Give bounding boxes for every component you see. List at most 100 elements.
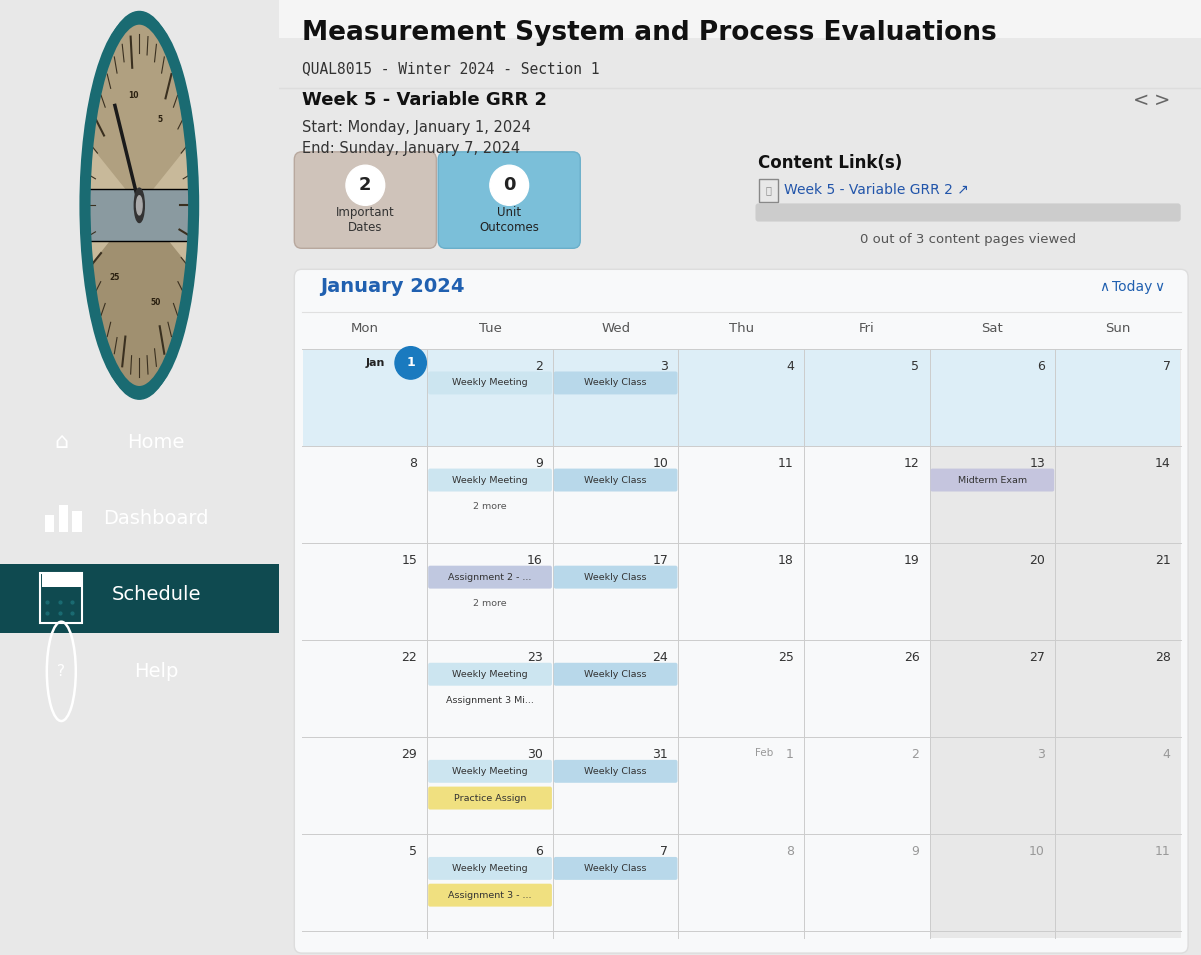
FancyBboxPatch shape <box>59 505 68 532</box>
FancyBboxPatch shape <box>429 857 552 880</box>
Text: 4: 4 <box>1163 749 1171 761</box>
Text: Today: Today <box>1112 280 1152 293</box>
Text: 18: 18 <box>778 554 794 567</box>
FancyBboxPatch shape <box>554 857 677 880</box>
FancyBboxPatch shape <box>0 564 279 633</box>
FancyBboxPatch shape <box>294 152 436 248</box>
Text: <: < <box>1133 91 1149 110</box>
Text: 2: 2 <box>359 177 371 194</box>
Text: 1: 1 <box>785 749 794 761</box>
FancyBboxPatch shape <box>429 565 552 588</box>
Text: 29: 29 <box>401 749 417 761</box>
Text: Start: Monday, January 1, 2024: Start: Monday, January 1, 2024 <box>301 120 531 136</box>
Text: 17: 17 <box>652 554 668 567</box>
Text: 6: 6 <box>1038 360 1045 373</box>
Text: 26: 26 <box>903 651 920 665</box>
Text: 10: 10 <box>652 457 668 470</box>
Text: 11: 11 <box>778 457 794 470</box>
Text: 23: 23 <box>527 651 543 665</box>
Text: Practice Assign: Practice Assign <box>454 794 526 802</box>
Text: Weekly Meeting: Weekly Meeting <box>453 767 528 775</box>
Wedge shape <box>88 205 191 392</box>
Circle shape <box>135 188 144 223</box>
Text: End: Sunday, January 7, 2024: End: Sunday, January 7, 2024 <box>301 141 520 157</box>
FancyBboxPatch shape <box>42 573 80 587</box>
Text: 0 out of 3 content pages viewed: 0 out of 3 content pages viewed <box>860 233 1076 246</box>
Text: 10: 10 <box>1029 845 1045 859</box>
Text: Weekly Class: Weekly Class <box>585 767 647 775</box>
Text: 2 more: 2 more <box>473 502 507 511</box>
Text: 5: 5 <box>157 116 163 124</box>
Circle shape <box>395 347 426 379</box>
Text: 8: 8 <box>785 845 794 859</box>
Text: 1: 1 <box>406 356 416 370</box>
Text: 6: 6 <box>534 845 543 859</box>
FancyBboxPatch shape <box>429 469 552 492</box>
Text: 7: 7 <box>661 845 668 859</box>
FancyBboxPatch shape <box>429 663 552 686</box>
Text: Weekly Class: Weekly Class <box>585 669 647 679</box>
Text: Dashboard: Dashboard <box>103 509 209 528</box>
Text: QUAL8015 - Winter 2024 - Section 1: QUAL8015 - Winter 2024 - Section 1 <box>301 61 599 76</box>
Text: 7: 7 <box>1163 360 1171 373</box>
FancyBboxPatch shape <box>429 760 552 783</box>
Text: Week 5 - Variable GRR 2: Week 5 - Variable GRR 2 <box>301 92 546 109</box>
FancyBboxPatch shape <box>429 883 552 906</box>
Text: Fri: Fri <box>859 322 874 335</box>
Circle shape <box>490 165 528 205</box>
Text: 📄: 📄 <box>765 185 771 195</box>
Text: ?: ? <box>58 664 65 679</box>
Text: 14: 14 <box>1155 457 1171 470</box>
Text: January 2024: January 2024 <box>321 277 465 296</box>
FancyBboxPatch shape <box>755 203 1181 222</box>
Text: 8: 8 <box>410 457 417 470</box>
FancyBboxPatch shape <box>303 349 1179 446</box>
Text: 12: 12 <box>903 457 920 470</box>
Text: 28: 28 <box>1154 651 1171 665</box>
Text: ⌂: ⌂ <box>54 433 68 452</box>
Text: Weekly Meeting: Weekly Meeting <box>453 864 528 873</box>
Text: 9: 9 <box>912 845 920 859</box>
Circle shape <box>137 196 142 215</box>
Text: 25: 25 <box>109 272 120 282</box>
FancyBboxPatch shape <box>72 511 82 532</box>
Text: 4: 4 <box>785 360 794 373</box>
Text: 24: 24 <box>652 651 668 665</box>
FancyBboxPatch shape <box>85 188 193 241</box>
Text: Weekly Meeting: Weekly Meeting <box>453 476 528 484</box>
Text: 15: 15 <box>401 554 417 567</box>
Text: 3: 3 <box>661 360 668 373</box>
Text: Sun: Sun <box>1105 322 1130 335</box>
Text: Feb: Feb <box>755 749 773 758</box>
FancyBboxPatch shape <box>279 0 1201 38</box>
Text: 19: 19 <box>903 554 920 567</box>
FancyBboxPatch shape <box>1056 349 1181 938</box>
Text: Weekly Class: Weekly Class <box>585 476 647 484</box>
FancyBboxPatch shape <box>554 565 677 588</box>
Text: Midterm Exam: Midterm Exam <box>957 476 1027 484</box>
FancyBboxPatch shape <box>429 787 552 810</box>
Text: Help: Help <box>133 662 178 681</box>
FancyBboxPatch shape <box>554 663 677 686</box>
Text: 5: 5 <box>912 360 920 373</box>
Text: Weekly Class: Weekly Class <box>585 573 647 582</box>
Text: 30: 30 <box>527 749 543 761</box>
Text: ∧: ∧ <box>1099 280 1110 293</box>
Circle shape <box>85 19 193 392</box>
Text: 9: 9 <box>534 457 543 470</box>
Circle shape <box>84 16 195 394</box>
Text: Sat: Sat <box>981 322 1003 335</box>
Text: 31: 31 <box>652 749 668 761</box>
Text: Weekly Meeting: Weekly Meeting <box>453 378 528 388</box>
FancyBboxPatch shape <box>429 371 552 394</box>
Text: Important
Dates: Important Dates <box>336 205 395 234</box>
FancyBboxPatch shape <box>554 469 677 492</box>
Text: Thu: Thu <box>729 322 754 335</box>
Text: Unit
Outcomes: Unit Outcomes <box>479 205 539 234</box>
Text: Jan: Jan <box>365 358 384 368</box>
Text: 21: 21 <box>1155 554 1171 567</box>
Text: 13: 13 <box>1029 457 1045 470</box>
Text: Content Link(s): Content Link(s) <box>758 155 902 172</box>
Text: 20: 20 <box>1029 554 1045 567</box>
Text: 50: 50 <box>150 298 161 307</box>
